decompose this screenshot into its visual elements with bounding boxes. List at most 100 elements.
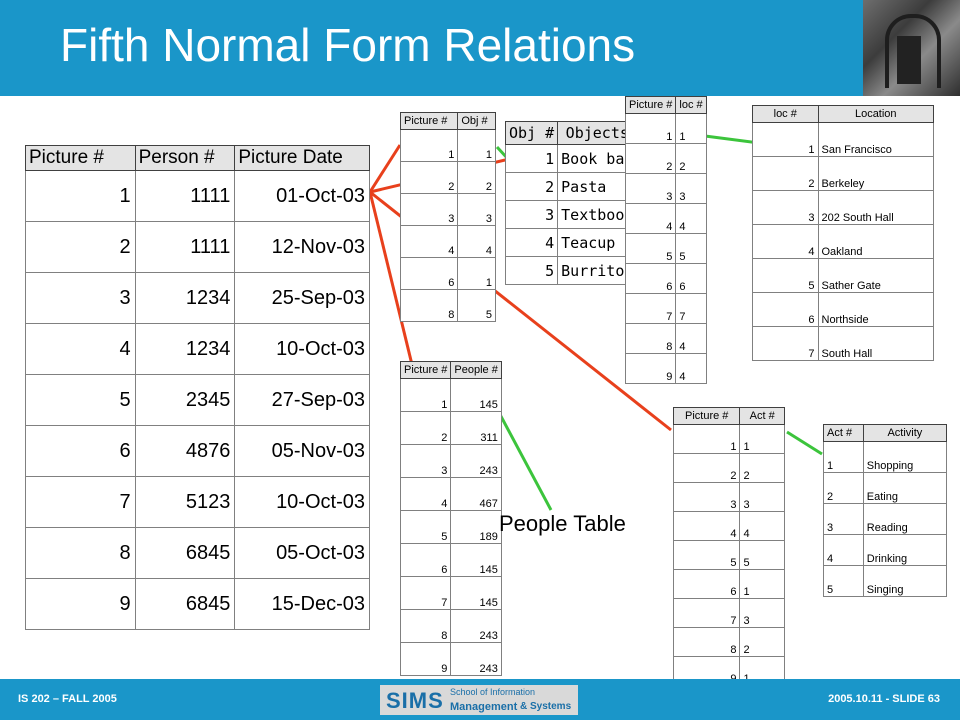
table-cell: 1 <box>823 441 864 473</box>
table-cell: 8 <box>399 289 459 322</box>
table-cell: 2 <box>739 453 785 483</box>
table-cell: 2 <box>624 143 677 174</box>
column-header: Obj # <box>457 112 496 130</box>
table-cell: 5 <box>752 258 819 293</box>
table-cell: 4 <box>504 228 559 257</box>
table-cell: 1111 <box>134 170 236 222</box>
table-row: 3 Reading <box>823 503 948 535</box>
table-cell: 7 <box>25 476 136 528</box>
table-cell: 3 <box>672 482 741 512</box>
table-row: 2 311 <box>399 411 502 445</box>
table-row: 3 Textbook <box>504 200 638 229</box>
arch-shape <box>885 14 941 88</box>
table-cell: Burrito <box>557 256 638 285</box>
table-cell: 3 <box>752 190 819 225</box>
logo-main-text: SIMS <box>386 688 444 713</box>
table-cell: 3 <box>739 598 785 628</box>
table-row: 2 Pasta <box>504 172 638 201</box>
table-cell: 5 <box>25 374 136 426</box>
table-header-row: Picture # Obj # <box>399 112 496 130</box>
table-cell: 1 <box>739 424 785 454</box>
table-cell: 6 <box>399 543 452 577</box>
table-header-row: Act # Activity <box>823 424 948 442</box>
course-label: IS 202 – FALL 2005 <box>18 693 117 705</box>
pictures-table: Picture # Person # Picture Date 1 1111 01-Oct… <box>25 145 370 630</box>
table-cell: 1234 <box>134 323 236 375</box>
table-cell: 2 <box>739 627 785 657</box>
table-row: 5 2345 27-Sep-03 <box>25 374 370 426</box>
table-cell: 3 <box>739 482 785 512</box>
table-row: 1 Book bag <box>504 144 638 173</box>
table-cell: 202 South Hall <box>817 190 934 225</box>
table-cell: 2 <box>823 472 864 504</box>
table-row: 4 Teacup <box>504 228 638 257</box>
column-header: Person # <box>134 145 236 171</box>
table-cell: 467 <box>450 477 502 511</box>
table-cell: 10-Oct-03 <box>234 476 370 528</box>
table-row: 2 1111 12-Nov-03 <box>25 221 370 273</box>
table-cell: 27-Sep-03 <box>234 374 370 426</box>
logo-line3: & Systems <box>520 701 572 712</box>
table-cell: 10-Oct-03 <box>234 323 370 375</box>
table-row: 1 Shopping <box>823 441 948 473</box>
table-row: 8 6845 05-Oct-03 <box>25 527 370 579</box>
table-row: 3 243 <box>399 444 502 478</box>
table-cell: 4 <box>752 224 819 259</box>
table-cell: 243 <box>450 609 502 643</box>
table-row: 6 4876 05-Nov-03 <box>25 425 370 477</box>
table-cell: 1 <box>399 129 459 162</box>
objects-table: Obj # Objects 1 Book bag 2 Pasta 3 Textbook 4 Tea… <box>504 121 638 285</box>
table-cell: 1 <box>739 569 785 599</box>
table-row: 5 189 <box>399 510 502 544</box>
column-header: Picture # <box>399 361 452 379</box>
column-header: loc # <box>675 96 707 114</box>
table-header-row: loc # Location <box>752 105 934 123</box>
table-cell: 15-Dec-03 <box>234 578 370 630</box>
link-picture-obj <box>368 144 402 193</box>
table-cell: 2345 <box>134 374 236 426</box>
table-cell: 2 <box>399 161 459 194</box>
table-row: 2 Eating <box>823 472 948 504</box>
slide-number: 2005.10.11 - SLIDE 63 <box>828 693 940 705</box>
table-row: 7 5123 10-Oct-03 <box>25 476 370 528</box>
column-header: loc # <box>752 105 819 123</box>
table-cell: 5 <box>675 233 707 264</box>
table-row: 9 6845 15-Dec-03 <box>25 578 370 630</box>
slide-title: Fifth Normal Form Relations <box>60 19 636 71</box>
table-row: 7 South Hall <box>752 326 934 361</box>
table-cell: 4 <box>675 203 707 234</box>
table-cell: Oakland <box>817 224 934 259</box>
table-cell: 1 <box>672 424 741 454</box>
locations-table: loc # Location 1 San Francisco 2 Berkeley 3 202… <box>752 105 934 361</box>
table-cell: 2 <box>504 172 559 201</box>
people-table-label: People Table <box>499 511 626 536</box>
picture-loc-table: Picture # loc #1 1 2 2 3 3 4 4 5 5 6 6 7 7 8 4 9 4 <box>624 96 707 384</box>
table-cell: 4 <box>739 511 785 541</box>
table-row: 1 1111 01-Oct-03 <box>25 170 370 222</box>
table-cell: 4 <box>823 534 864 566</box>
column-header: Picture # <box>399 112 459 130</box>
table-cell: San Francisco <box>817 122 934 157</box>
building-photo <box>863 0 960 96</box>
table-cell: 311 <box>450 411 502 445</box>
logo-line2: Management <box>450 701 518 713</box>
table-cell: 3 <box>399 193 459 226</box>
activities-table: Act # Activity 1 Shopping 2 Eating 3 Reading 4 Dr… <box>823 424 948 597</box>
table-cell: 1234 <box>134 272 236 324</box>
table-header-row: Picture # People # <box>399 361 502 379</box>
table-cell: 1 <box>457 257 496 290</box>
window-shape <box>897 36 921 84</box>
